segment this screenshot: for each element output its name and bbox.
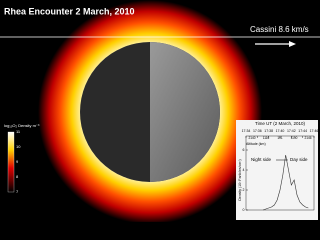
x-tick-label: 17:36 bbox=[253, 129, 262, 133]
spacecraft-label: Cassini 8.6 km/s bbox=[250, 25, 309, 34]
title: Rhea Encounter 2 March, 2010 bbox=[4, 6, 135, 16]
colorbar-label: log₁₀O₂ Density m⁻³ bbox=[4, 123, 40, 128]
colorbar-tick: 10 bbox=[16, 144, 21, 149]
altitude-label: 2140 bbox=[248, 136, 255, 140]
night-label: Night side bbox=[251, 157, 272, 162]
y-tick-label: 0 bbox=[243, 208, 245, 212]
altitude-label: 101 bbox=[277, 136, 283, 140]
day-label: Day side bbox=[290, 157, 308, 162]
inset-title: Time UT (2 March, 2010) bbox=[255, 121, 306, 126]
y-tick-label: 4 bbox=[243, 168, 245, 172]
x-tick-label: 17:40 bbox=[276, 129, 285, 133]
colorbar-tick: 11 bbox=[16, 129, 21, 134]
altitude-label: 1116 bbox=[263, 136, 270, 140]
arrow-head bbox=[289, 41, 296, 47]
colorbar-tick: 9 bbox=[16, 159, 19, 164]
colorbar-tick: 7 bbox=[16, 189, 19, 194]
density-line bbox=[262, 154, 309, 211]
colorbar-tick: 8 bbox=[16, 174, 19, 179]
x-tick-label: 17:38 bbox=[264, 129, 273, 133]
altitude-label: 1190 bbox=[291, 136, 298, 140]
colorbar bbox=[7, 131, 15, 193]
rhea-day bbox=[150, 42, 220, 182]
screen: Rhea Encounter 2 March, 2010 Cassini 8.6… bbox=[0, 0, 320, 222]
x-tick-label: 17:42 bbox=[287, 129, 296, 133]
x-label: Altitude (km) bbox=[246, 142, 266, 146]
inset bbox=[236, 120, 318, 220]
x-tick-label: 17:46 bbox=[310, 129, 319, 133]
y-tick-label: 6 bbox=[243, 148, 245, 152]
x-tick-label: 17:44 bbox=[298, 129, 307, 133]
altitude-label: 2146 bbox=[304, 136, 311, 140]
x-tick-label: 17:34 bbox=[242, 129, 251, 133]
y-label: Density (10³ Particles/cm³) bbox=[238, 159, 242, 200]
y-tick-label: 2 bbox=[243, 188, 245, 192]
